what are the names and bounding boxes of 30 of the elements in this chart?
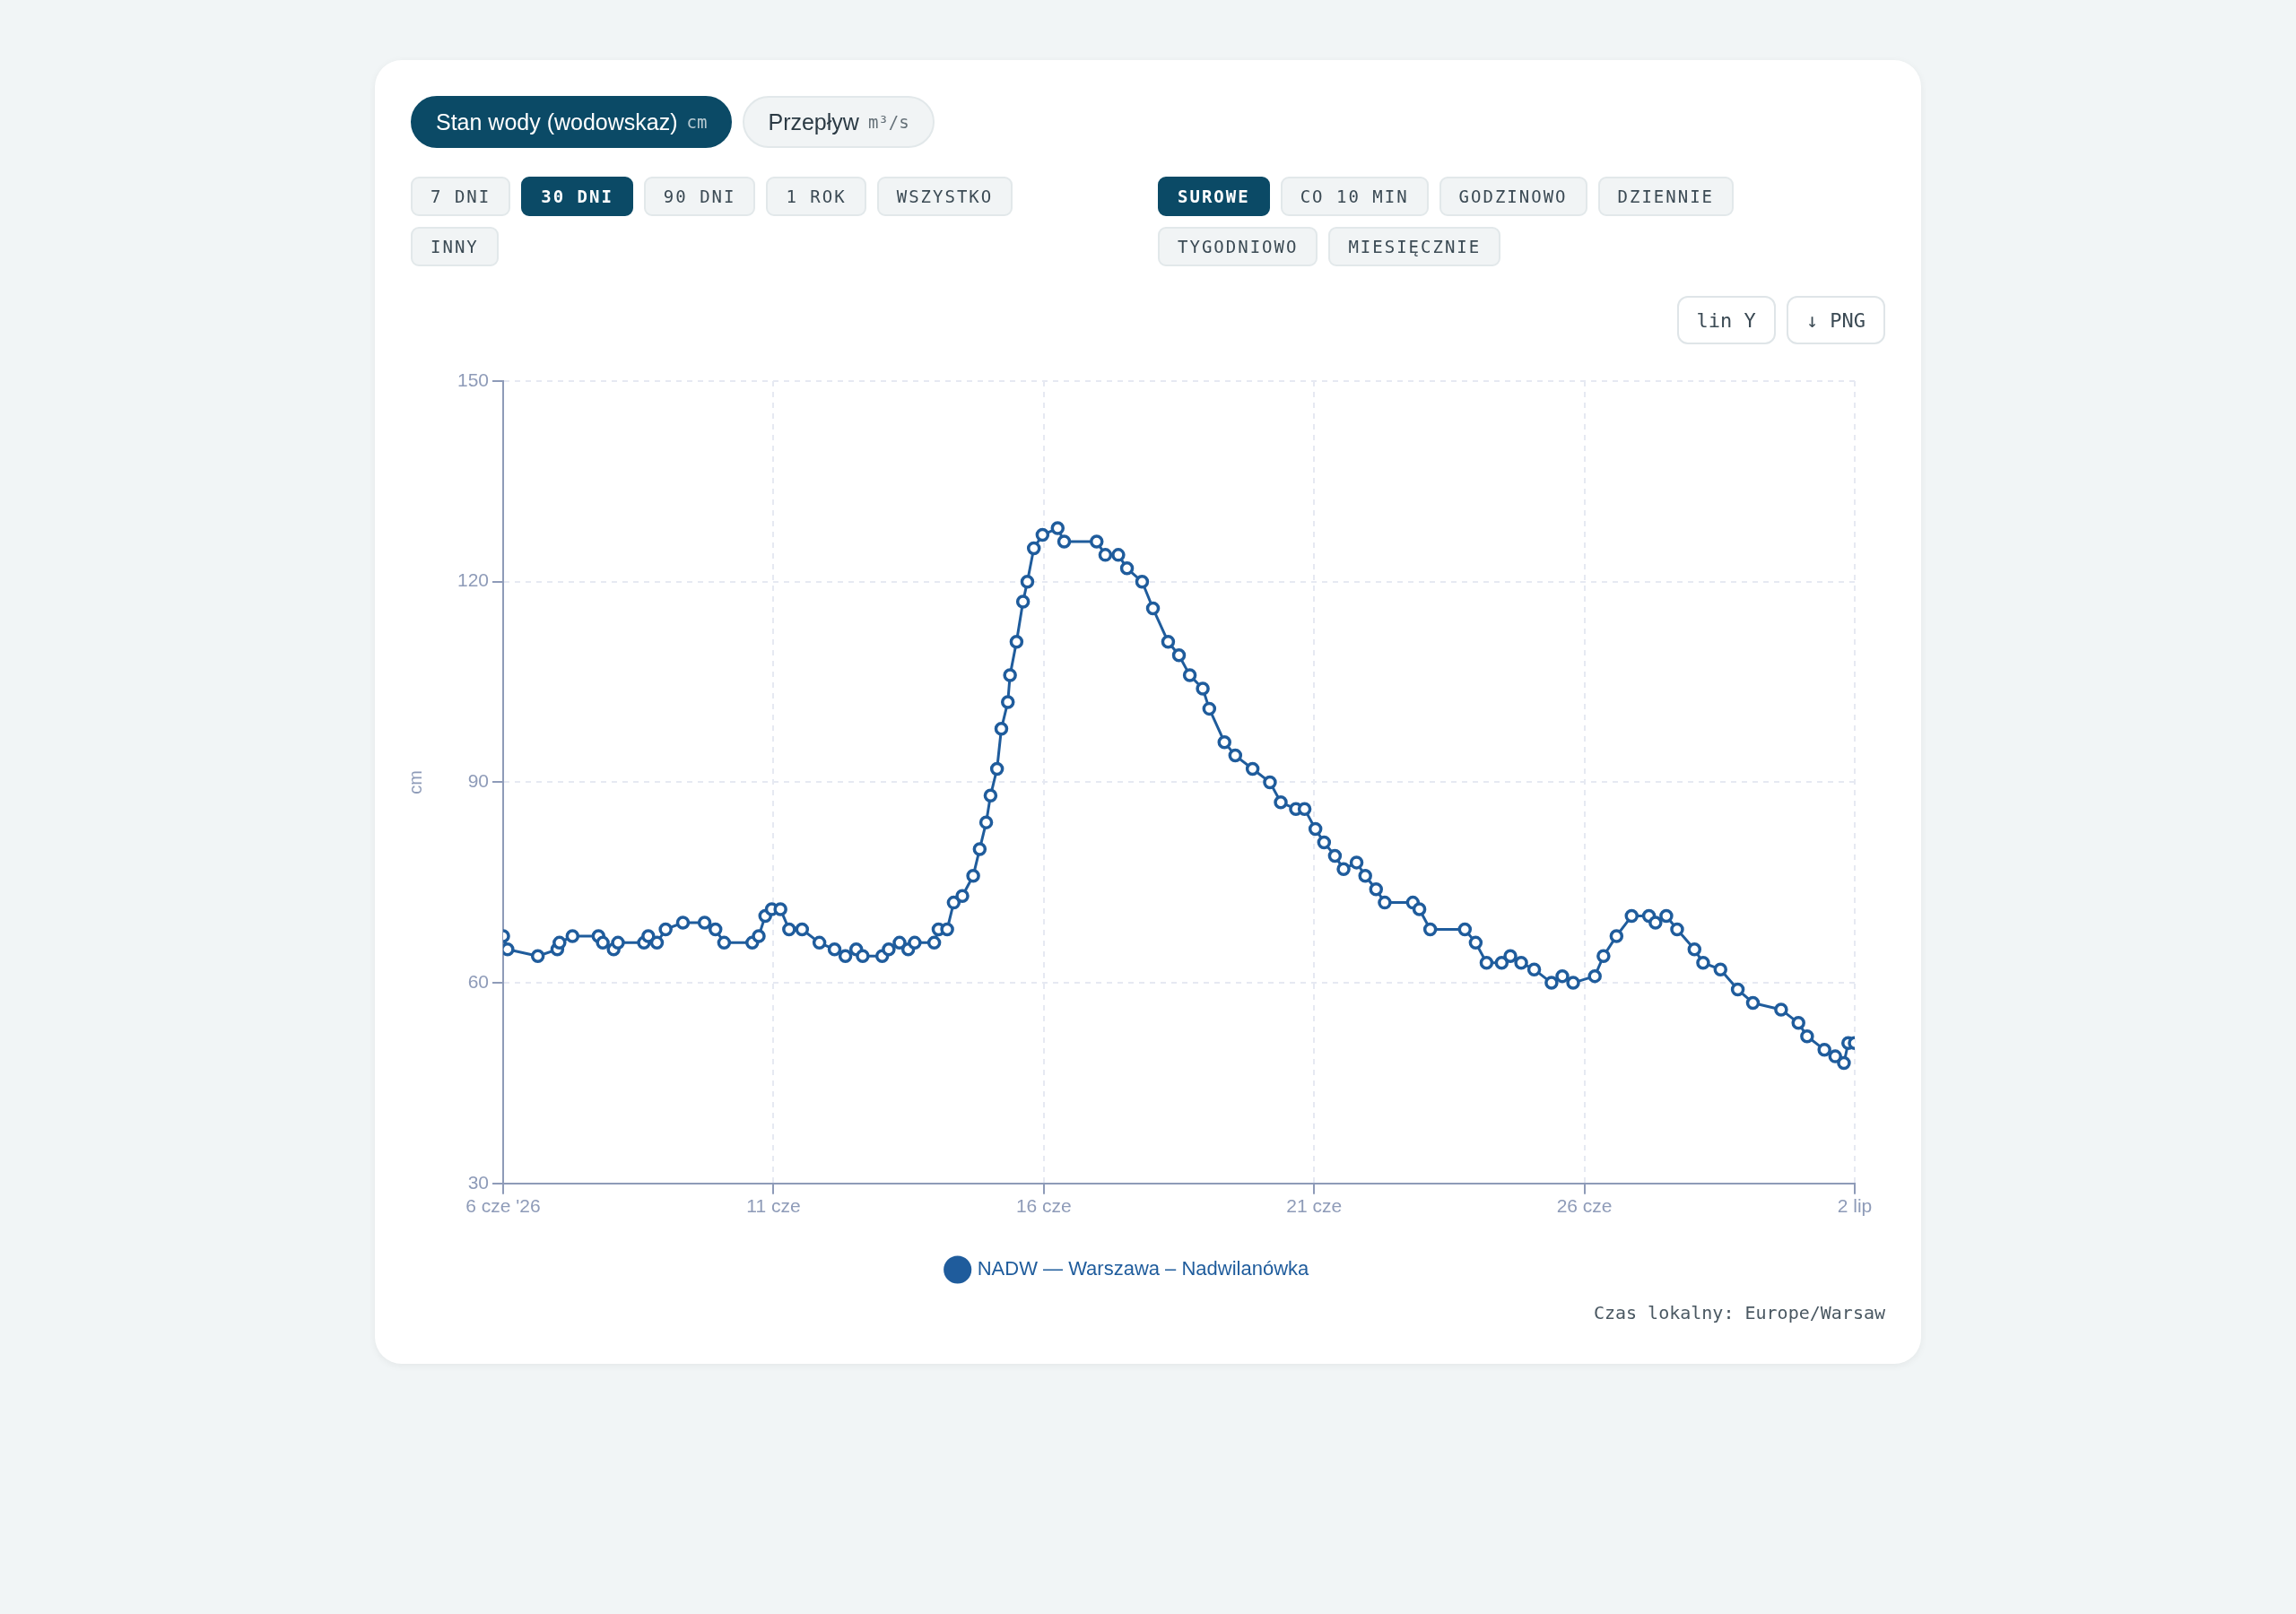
legend-label: NADW — Warszawa – Nadwilanówka bbox=[977, 1257, 1310, 1280]
range-button: 7 DNI bbox=[411, 177, 511, 216]
range-button: INNY bbox=[411, 227, 499, 266]
x-tick-label: 26 cze bbox=[1556, 1195, 1613, 1217]
x-tick-label: 6 cze '26 bbox=[465, 1195, 541, 1217]
interval-button: MIESIĘCZNIE bbox=[1328, 227, 1501, 266]
measure-toggle: Stan wody (wodowskaz) cm bbox=[411, 96, 733, 148]
range-button: 90 DNI bbox=[643, 177, 756, 216]
interval-button: GODZINOWO bbox=[1439, 177, 1587, 216]
interval-button: TYGODNIOWO bbox=[1158, 227, 1318, 266]
y-axis-title: cm bbox=[404, 770, 425, 794]
y-tick-label: 90 bbox=[467, 770, 490, 792]
text: Czas lokalny: Europe/Warsaw bbox=[1593, 1302, 1885, 1323]
y-tick-label: 60 bbox=[467, 970, 490, 992]
interval-button: SUROWE bbox=[1158, 177, 1270, 216]
x-tick-label: 21 cze bbox=[1286, 1195, 1343, 1217]
y-tick-label: 120 bbox=[457, 569, 490, 591]
x-tick-label: 11 cze bbox=[746, 1195, 801, 1217]
range-button: 30 DNI bbox=[521, 177, 633, 216]
range-button: WSZYSTKO bbox=[876, 177, 1013, 216]
interval-button: DZIENNIE bbox=[1597, 177, 1735, 216]
measure-toggle: Przepływ m³/s bbox=[743, 96, 935, 148]
tool-button: lin Y bbox=[1676, 296, 1776, 344]
y-tick-label: 150 bbox=[457, 369, 490, 390]
x-tick-label: 16 cze bbox=[1015, 1195, 1072, 1217]
tool-button: ↓ PNG bbox=[1786, 296, 1885, 344]
y-tick-label: 30 bbox=[467, 1171, 490, 1193]
x-tick-label: 2 lip bbox=[1837, 1195, 1873, 1217]
interval-button: CO 10 MIN bbox=[1280, 177, 1429, 216]
range-button: 1 ROK bbox=[766, 177, 866, 216]
